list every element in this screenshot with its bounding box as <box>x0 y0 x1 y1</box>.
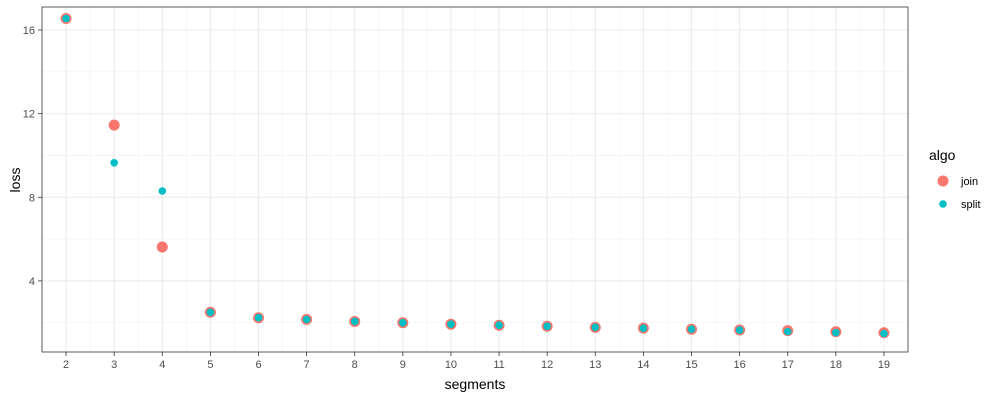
point-split <box>735 326 744 334</box>
x-tick-label: 4 <box>159 359 165 371</box>
y-tick-label: 8 <box>29 192 35 204</box>
x-tick-label: 16 <box>733 359 745 371</box>
x-tick-label: 12 <box>541 359 553 371</box>
point-split <box>543 322 551 331</box>
major-gridlines <box>42 7 908 352</box>
x-tick-label: 8 <box>352 359 358 371</box>
legend: algo join split <box>929 147 981 211</box>
point-split <box>832 328 840 337</box>
x-tick-label: 10 <box>445 359 457 371</box>
x-tick-label: 6 <box>255 359 261 371</box>
legend-title: algo <box>929 147 956 163</box>
point-split <box>399 318 407 327</box>
point-split <box>447 320 455 328</box>
x-tick-label: 11 <box>493 359 504 371</box>
x-tick-label: 3 <box>111 359 117 371</box>
point-split <box>639 324 648 332</box>
y-axis-title: loss <box>7 168 23 193</box>
point-split <box>110 158 118 167</box>
point-split <box>687 325 696 334</box>
x-axis-title: segments <box>445 376 506 392</box>
x-tick-label: 14 <box>637 359 649 371</box>
point-split <box>495 321 503 330</box>
x-tick-label: 18 <box>830 359 842 371</box>
point-split <box>158 187 167 195</box>
legend-join-marker <box>937 175 949 187</box>
x-tick-label: 9 <box>400 359 406 371</box>
plot-border <box>41 6 909 353</box>
point-split <box>880 329 888 338</box>
point-split <box>591 323 600 332</box>
legend-split-marker <box>939 200 947 208</box>
y-axis-ticks: 4 8 12 16 <box>23 25 42 288</box>
x-tick-label: 19 <box>878 359 890 371</box>
data-points <box>60 13 890 339</box>
point-split <box>783 327 792 336</box>
point-split <box>254 313 263 322</box>
legend-split-label: split <box>961 199 981 211</box>
x-tick-label: 13 <box>589 359 601 371</box>
point-split <box>350 317 359 326</box>
x-axis-ticks: 2 3 4 5 6 7 8 9 10 11 12 13 14 15 16 17 18 19 <box>63 352 890 371</box>
point-split <box>206 308 215 317</box>
y-tick-label: 12 <box>23 109 35 121</box>
point-join <box>108 119 120 131</box>
y-tick-label: 16 <box>23 25 35 37</box>
x-tick-label: 5 <box>207 359 213 371</box>
x-tick-label: 15 <box>685 359 697 371</box>
x-tick-label: 2 <box>63 359 69 371</box>
point-split <box>302 315 311 324</box>
y-tick-label: 4 <box>29 276 35 288</box>
x-tick-label: 17 <box>782 359 794 371</box>
legend-join-label: join <box>960 176 978 188</box>
point-join <box>156 241 168 253</box>
point-split <box>62 14 70 23</box>
x-tick-label: 7 <box>304 359 310 371</box>
minor-gridlines <box>42 7 908 352</box>
